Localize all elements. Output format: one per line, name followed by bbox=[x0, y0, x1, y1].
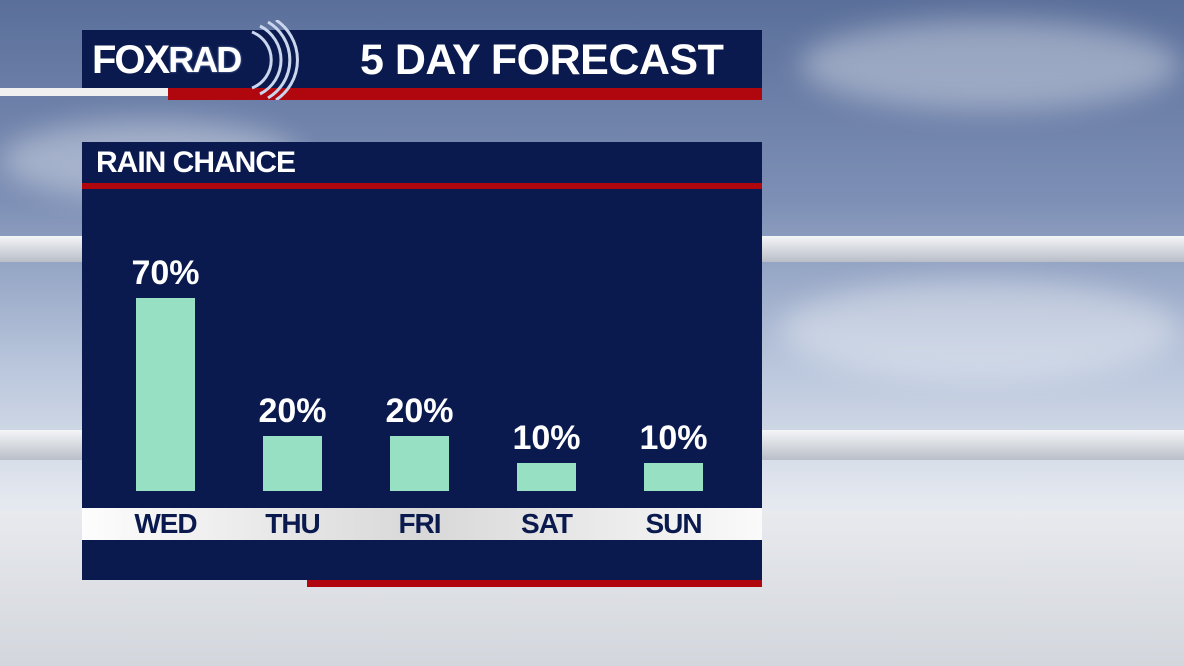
value-label: 10% bbox=[639, 419, 708, 458]
day-label: FRI bbox=[398, 508, 441, 539]
bar-wed bbox=[136, 297, 195, 491]
chart-panel bbox=[82, 142, 762, 580]
cloud bbox=[780, 280, 1180, 380]
bottom-red-line bbox=[307, 580, 762, 587]
title-white-line bbox=[0, 88, 168, 96]
day-label: THU bbox=[265, 508, 321, 539]
panel-red-line bbox=[82, 183, 762, 189]
bar-sat bbox=[517, 463, 576, 491]
foxrad-logo: FOX RAD bbox=[92, 20, 299, 100]
chart-title: RAIN CHANCE bbox=[96, 146, 296, 179]
value-label: 20% bbox=[385, 391, 454, 430]
logo-rad: RAD bbox=[168, 39, 242, 80]
day-label: SAT bbox=[521, 508, 573, 539]
day-band bbox=[82, 508, 762, 540]
title-bar bbox=[82, 30, 762, 88]
radar-waves-icon bbox=[251, 20, 299, 100]
day-label: WED bbox=[134, 508, 197, 539]
value-label: 70% bbox=[131, 253, 200, 292]
bar-sun bbox=[644, 463, 703, 491]
logo-fox: FOX bbox=[92, 37, 170, 82]
day-label: SUN bbox=[645, 508, 702, 539]
cloud bbox=[800, 20, 1180, 110]
title-red-line bbox=[168, 88, 762, 100]
value-label: 20% bbox=[258, 391, 327, 430]
bar-thu bbox=[263, 435, 322, 491]
bar-fri bbox=[390, 435, 449, 491]
page-title: 5 DAY FORECAST bbox=[360, 36, 724, 84]
value-label: 10% bbox=[512, 419, 581, 458]
